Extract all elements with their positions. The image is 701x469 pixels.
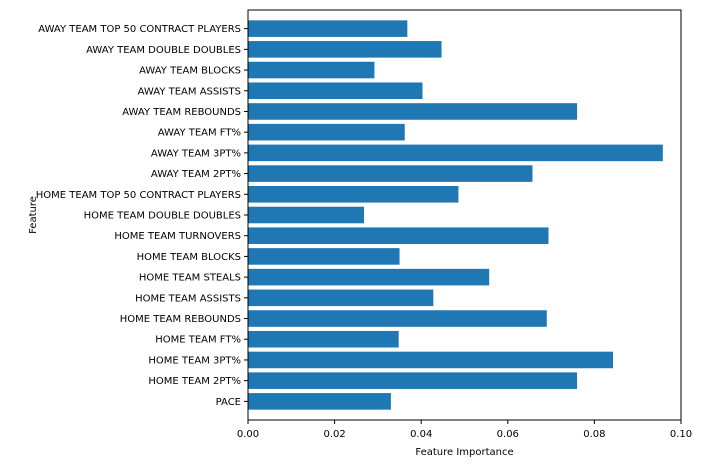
x-tick-label: 0.06 [497,429,519,440]
x-tick-label: 0.08 [583,429,605,440]
bar-13 [248,123,405,141]
bar-5 [248,289,434,307]
bar-3 [248,330,399,348]
y-tick-label: HOME TEAM ASSISTS [135,293,241,304]
bar-6 [248,268,490,286]
bar-16 [248,61,375,79]
x-ticks-group: 0.00 0.02 0.04 0.06 0.08 0.10 [237,420,692,440]
x-tick-label: 0.02 [323,429,345,440]
bar-1 [248,372,578,389]
bar-11 [248,165,533,182]
y-tick-label: HOME TEAM 3PT% [148,355,241,366]
x-tick-label: 0.10 [670,429,692,440]
bars-group [248,20,663,410]
bar-14 [248,103,578,120]
bar-9 [248,206,365,224]
bar-17 [248,41,442,58]
x-tick-label: 0.04 [410,429,432,440]
bar-15 [248,82,423,100]
y-tick-label: AWAY TEAM ASSISTS [138,86,241,97]
y-ticks-group: PACE HOME TEAM 2PT% HOME TEAM 3PT% HOME TEA… [36,24,248,408]
bar-7 [248,248,400,265]
y-tick-label: AWAY TEAM 3PT% [151,148,241,159]
y-tick-label: HOME TEAM BLOCKS [137,252,241,263]
y-tick-label: HOME TEAM REBOUNDS [120,314,241,325]
y-tick-label: AWAY TEAM FT% [158,128,241,139]
bar-2 [248,351,614,369]
y-tick-label: AWAY TEAM TOP 50 CONTRACT PLAYERS [38,24,241,35]
y-tick-label: HOME TEAM DOUBLE DOUBLES [84,211,241,222]
bar-8 [248,227,549,244]
y-tick-label: HOME TEAM TURNOVERS [114,231,241,242]
bar-4 [248,310,547,327]
x-tick-label: 0.00 [237,429,259,440]
y-tick-label: HOME TEAM TOP 50 CONTRACT PLAYERS [36,190,241,201]
y-tick-label: HOME TEAM STEALS [139,273,241,284]
y-tick-label: HOME TEAM 2PT% [148,376,241,387]
x-axis-title: Feature Importance [415,447,513,458]
bar-0 [248,393,391,410]
y-tick-label: AWAY TEAM REBOUNDS [122,107,241,118]
plot-area-frame [247,9,682,421]
y-tick-label: HOME TEAM FT% [155,335,241,346]
bar-10 [248,186,459,203]
y-tick-label: AWAY TEAM BLOCKS [139,66,241,77]
bar-12 [248,144,663,162]
y-tick-label: PACE [216,397,241,408]
bar-18 [248,20,408,37]
y-tick-label: AWAY TEAM 2PT% [151,169,241,180]
y-tick-label: AWAY TEAM DOUBLE DOUBLES [86,45,241,56]
y-axis-title: Feature [28,196,39,234]
